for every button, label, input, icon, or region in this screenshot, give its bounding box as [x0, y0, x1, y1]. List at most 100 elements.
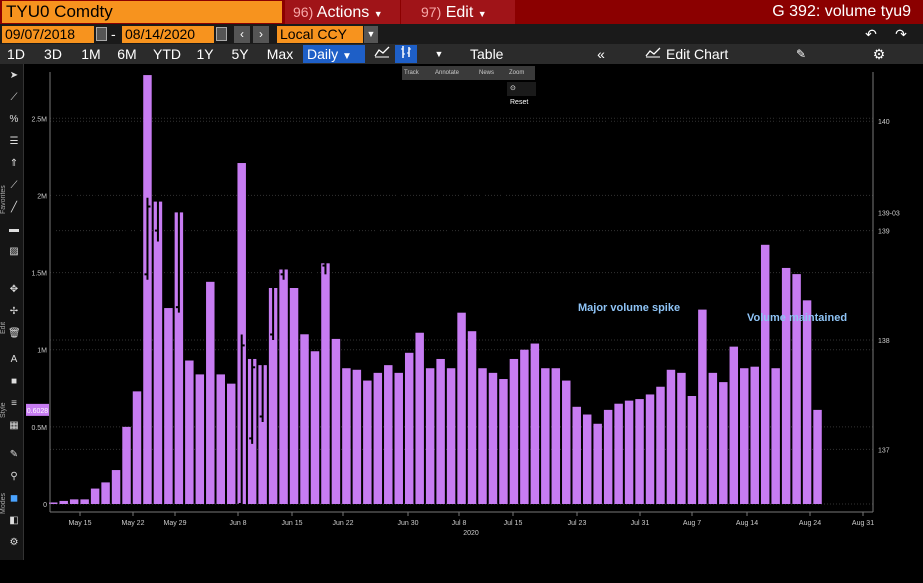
edit-chart-button[interactable]: Edit Chart	[666, 46, 729, 62]
square-icon[interactable]: ■	[10, 376, 18, 387]
price-bar	[60, 199, 67, 231]
grid-icon[interactable]: ▦	[9, 420, 19, 431]
pencil-icon[interactable]: ✎	[795, 47, 807, 61]
draw-icon[interactable]: ✎	[9, 449, 19, 460]
popup-annotate[interactable]: Annotate	[435, 70, 460, 76]
cursor-icon[interactable]: ➤	[9, 70, 19, 81]
start-date-field[interactable]: 09/07/2018	[2, 26, 94, 43]
select-icon[interactable]: ✢	[9, 306, 19, 317]
volume-bar	[49, 502, 58, 504]
caret-down-icon[interactable]: ▼	[364, 26, 378, 43]
bar-chart-icon[interactable]	[395, 45, 417, 63]
undo-icon[interactable]: ↶	[865, 26, 877, 42]
delete-icon[interactable]: 🗑	[8, 328, 21, 339]
settings-icon[interactable]: ⚙	[9, 537, 19, 548]
volume-bar	[708, 372, 718, 504]
chart-area[interactable]: 0 0.5M 1M 1.5M 2M 2.5M 0.6028 137 138 139 139-03 1…	[25, 35, 923, 583]
calendar-icon[interactable]	[216, 27, 227, 41]
volume-bar	[384, 365, 393, 504]
period-max-button[interactable]: Max	[266, 46, 294, 62]
price-bar	[92, 164, 99, 196]
annotation-icon[interactable]: ⟋	[10, 180, 18, 191]
period-1d-button[interactable]: 1D	[7, 46, 25, 62]
right-tick-label: 137	[878, 447, 890, 454]
price-bar	[291, 214, 298, 264]
volume-bar	[614, 403, 623, 504]
volume-bar	[331, 338, 341, 504]
actions-menu[interactable]: 96) Actions ▼	[285, 0, 400, 24]
price-bar	[175, 195, 182, 313]
collapse-icon[interactable]: «	[597, 46, 605, 62]
redo-icon[interactable]: ↷	[895, 26, 907, 42]
edit-label: Edit	[0, 321, 7, 334]
volume-bar	[268, 288, 278, 504]
price-bar	[196, 192, 203, 247]
period-6m-button[interactable]: 6M	[117, 46, 137, 62]
frequency-select[interactable]: Daily ▼	[303, 45, 365, 63]
volume-bar	[802, 300, 812, 504]
period-1m-button[interactable]: 1M	[81, 46, 101, 62]
price-bar	[521, 147, 528, 179]
line-weight-icon[interactable]: ≡	[11, 398, 17, 409]
trend-line-icon[interactable]: ⟋	[10, 92, 18, 103]
ticker-field[interactable]: TYU0 Comdty	[2, 1, 282, 23]
popup-track[interactable]: Track	[404, 70, 419, 76]
volume-bar	[90, 488, 100, 504]
end-date-field[interactable]: 08/14/2020	[122, 26, 214, 43]
currency-select[interactable]: Local CCY	[277, 26, 363, 43]
fib-icon[interactable]: ☰	[9, 136, 19, 147]
crosshair-icon[interactable]: ⚲	[10, 471, 18, 482]
period-ytd-button[interactable]: YTD	[153, 46, 181, 62]
calendar-icon[interactable]	[96, 27, 107, 41]
style-label: Style	[0, 402, 7, 418]
price-bar	[615, 110, 622, 138]
price-bar	[133, 210, 140, 269]
line-icon[interactable]: ╱	[10, 202, 18, 213]
price-bar	[186, 181, 193, 264]
volume-bar	[719, 382, 728, 504]
price-bar	[406, 159, 413, 204]
period-3d-button[interactable]: 3D	[44, 46, 62, 62]
right-axis: 137 138 139 139-03 140	[872, 72, 900, 512]
reset-label: Reset	[510, 99, 529, 106]
x-tick-label: Jul 8	[452, 520, 467, 527]
prev-period-icon[interactable]: ‹	[234, 26, 250, 43]
volume-bar	[698, 309, 707, 504]
volume-bar	[771, 368, 780, 504]
table-button[interactable]: Table	[470, 46, 504, 62]
move-icon[interactable]: ✥	[9, 284, 19, 295]
volume-bar	[206, 281, 215, 504]
price-bar	[510, 154, 517, 185]
edit-menu[interactable]: 97) Edit ▼	[401, 0, 515, 24]
price-bar	[531, 154, 538, 182]
reset-button[interactable]: ⊙ Reset	[507, 82, 536, 106]
actions-menu-label: Actions	[316, 4, 370, 21]
period-1y-button[interactable]: 1Y	[196, 46, 214, 62]
gear-icon[interactable]: ⚙	[872, 46, 886, 62]
price-bar	[772, 104, 779, 193]
hline-icon[interactable]: ▬	[9, 224, 19, 235]
price-bar	[353, 203, 360, 247]
caret-down-icon[interactable]: ▼	[434, 49, 444, 59]
date-separator: -	[111, 26, 116, 42]
volume-bar	[603, 409, 613, 504]
period-toolbar: 1D 3D 1M 6M YTD 1Y 5Y Max Daily ▼ ▼ Tabl…	[0, 44, 923, 64]
magnet-icon[interactable]: ◧	[9, 515, 19, 526]
channel-icon[interactable]: ▨	[9, 246, 19, 257]
line-chart-icon[interactable]	[371, 45, 393, 63]
color-icon[interactable]: ◼	[9, 493, 19, 504]
text-icon[interactable]: A	[10, 354, 18, 365]
volume-bar	[436, 358, 445, 504]
percent-icon[interactable]: %	[9, 114, 19, 125]
chart-mode-popup: Track Annotate News Zoom	[402, 66, 535, 80]
popup-news[interactable]: News	[479, 70, 495, 76]
x-tick-label: Aug 14	[736, 520, 758, 527]
volume-bar	[488, 372, 498, 504]
period-5y-button[interactable]: 5Y	[231, 46, 249, 62]
volume-bar	[373, 372, 383, 504]
arrow-up-icon[interactable]: ⇑	[9, 158, 19, 169]
next-period-icon[interactable]: ›	[253, 26, 269, 43]
popup-zoom[interactable]: Zoom	[509, 70, 525, 76]
price-bar	[427, 170, 434, 209]
